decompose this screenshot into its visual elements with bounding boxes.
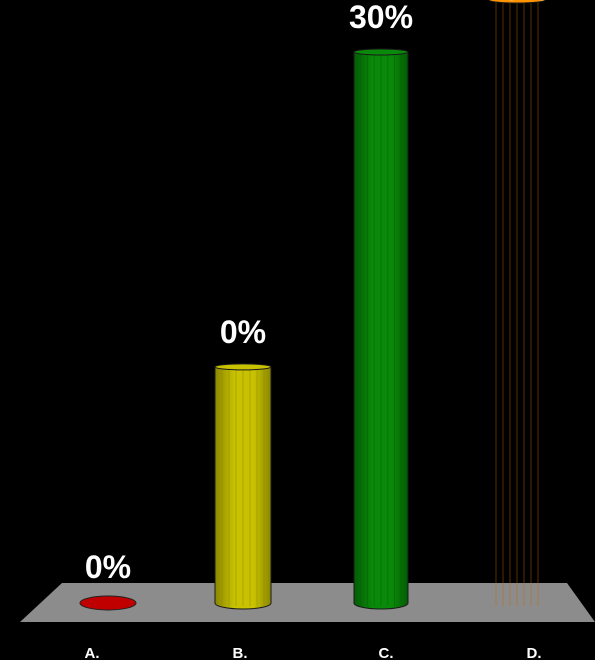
value-labels-group: 0% 0% 30% 70% [85,0,549,585]
bar-a [79,595,137,611]
category-label-c: C. [379,645,394,660]
bar-c [353,48,409,610]
value-label-d: 70% [485,0,549,7]
category-label-a: A. [85,645,100,660]
category-label-d: D. [527,645,542,660]
value-label-b: 0% [220,314,266,350]
bar-b [214,363,272,610]
value-label-c: 30% [349,0,413,35]
bar-d [489,0,546,606]
category-labels-group: A. B. C. D. [85,645,542,660]
value-label-a: 0% [85,549,131,585]
bars-group [79,0,546,611]
chart-floor [20,583,595,622]
category-label-b: B. [233,645,248,660]
